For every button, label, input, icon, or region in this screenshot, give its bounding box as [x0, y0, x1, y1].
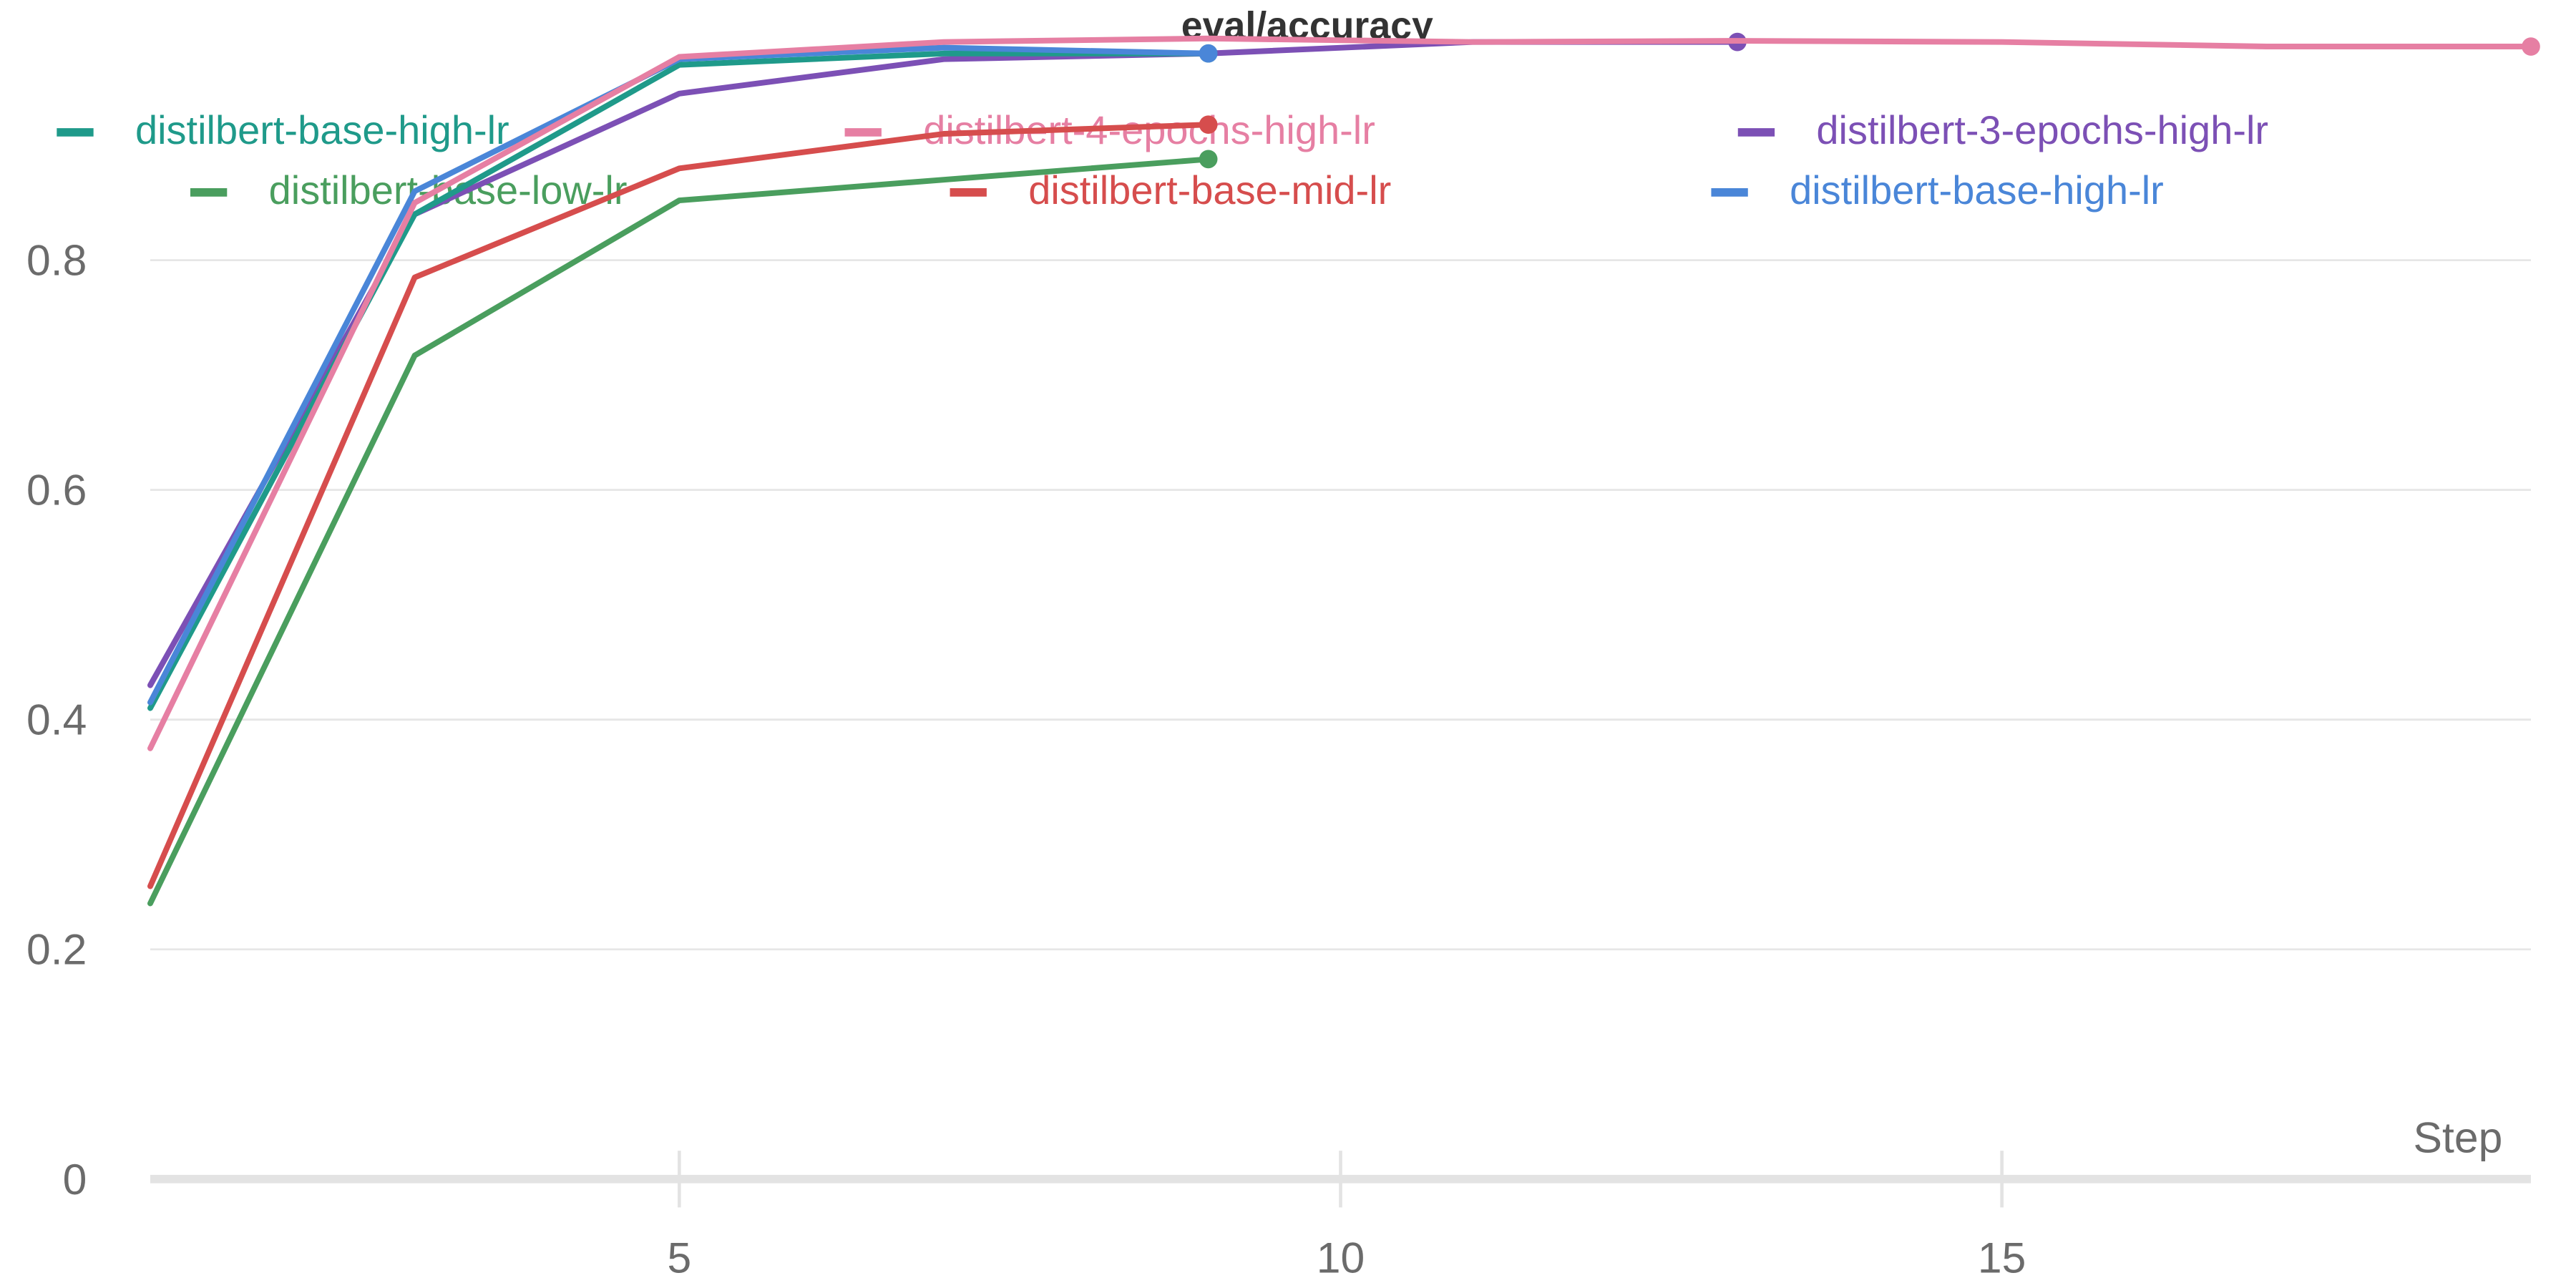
- series-end-point[interactable]: [1199, 115, 1218, 135]
- y-tick-label: 0.8: [26, 236, 87, 285]
- legend-item[interactable]: distilbert-base-high-lr: [1711, 167, 2164, 213]
- y-tick-label: 0.6: [26, 466, 87, 514]
- legend-label: distilbert-base-high-lr: [1790, 167, 2164, 213]
- legend[interactable]: distilbert-base-high-lr distilbert-4-epoc…: [57, 107, 2268, 213]
- legend-label: distilbert-base-high-lr: [135, 107, 509, 152]
- x-axis: 5 10 15: [150, 1151, 2532, 1282]
- y-axis-ticks: 0 0.2 0.4 0.6 0.8: [26, 236, 87, 1204]
- series-end-point[interactable]: [2522, 37, 2540, 56]
- legend-item[interactable]: distilbert-3-epochs-high-lr: [1737, 107, 2268, 152]
- y-tick-label: 0.2: [26, 925, 87, 974]
- series-end-point[interactable]: [1199, 44, 1218, 63]
- y-tick-label: 0: [63, 1155, 87, 1204]
- x-tick-label: 5: [667, 1233, 691, 1282]
- legend-label: distilbert-3-epochs-high-lr: [1816, 107, 2268, 152]
- grid-lines: [150, 259, 2532, 951]
- series-end-point[interactable]: [1199, 150, 1218, 169]
- x-tick-label: 15: [1978, 1233, 2026, 1282]
- series-line[interactable]: [147, 122, 1211, 889]
- x-tick-label: 10: [1317, 1233, 1365, 1282]
- series-line[interactable]: [147, 35, 2534, 751]
- y-tick-label: 0.4: [26, 696, 87, 744]
- legend-label: distilbert-base-mid-lr: [1028, 167, 1391, 213]
- x-axis-label: Step: [2414, 1113, 2503, 1161]
- legend-item[interactable]: distilbert-base-high-lr: [57, 107, 509, 152]
- legend-item[interactable]: distilbert-base-mid-lr: [950, 167, 1392, 213]
- series-line[interactable]: [147, 156, 1211, 907]
- series-lines[interactable]: [147, 32, 2540, 907]
